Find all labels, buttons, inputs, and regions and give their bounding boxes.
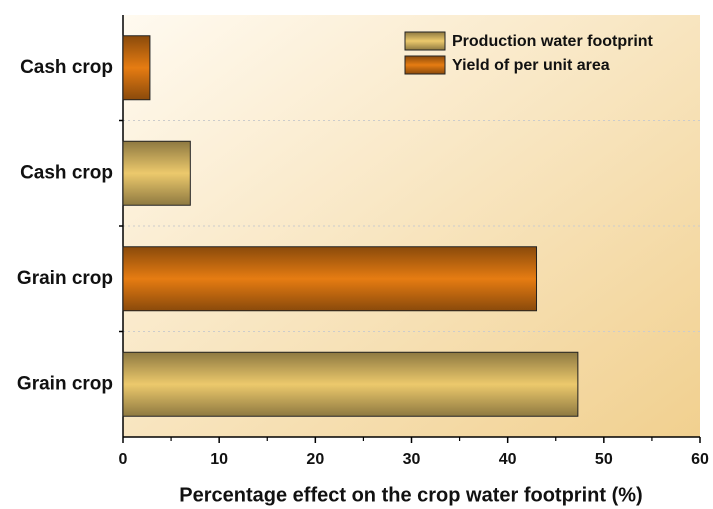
bar bbox=[122, 140, 191, 206]
legend-swatch bbox=[404, 55, 446, 75]
x-tick-label: 20 bbox=[306, 451, 324, 468]
x-tick-label: 40 bbox=[499, 451, 517, 468]
x-tick-label: 0 bbox=[119, 451, 128, 468]
x-tick-label: 30 bbox=[403, 451, 421, 468]
y-tick-label: Cash crop bbox=[20, 162, 113, 183]
legend-label: Yield of per unit area bbox=[452, 57, 610, 74]
legend-label: Production water footprint bbox=[452, 33, 654, 50]
bar bbox=[122, 351, 579, 417]
legend-swatch bbox=[404, 31, 446, 51]
x-tick-label: 60 bbox=[691, 451, 709, 468]
y-tick-label: Cash crop bbox=[20, 57, 113, 78]
bar bbox=[122, 246, 538, 312]
x-tick-label: 50 bbox=[595, 451, 613, 468]
y-tick-label: Grain crop bbox=[17, 373, 113, 394]
x-axis-label: Percentage effect on the crop water foot… bbox=[179, 484, 642, 506]
bar bbox=[122, 35, 151, 101]
x-tick-label: 10 bbox=[210, 451, 228, 468]
y-tick-label: Grain crop bbox=[17, 268, 113, 289]
